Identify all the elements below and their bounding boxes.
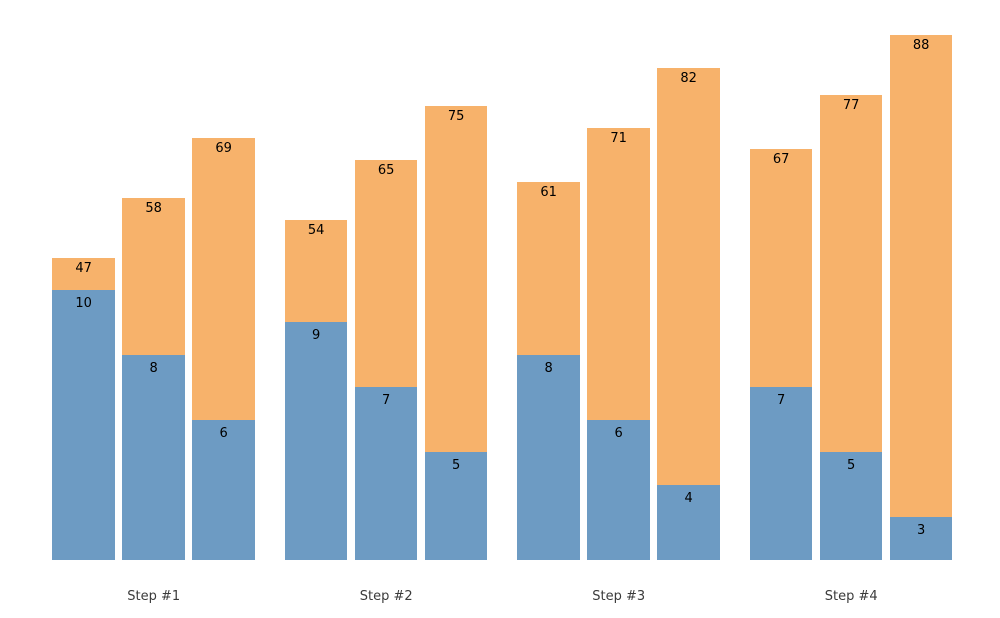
stacked-bar: 67 7	[749, 149, 813, 560]
bottom-segment: 7	[749, 387, 813, 560]
bottom-segment: 7	[354, 387, 418, 560]
stacked-bar: 71 6	[587, 127, 650, 560]
segment-value-label: 7	[777, 393, 786, 408]
bottom-segment: 6	[192, 419, 255, 560]
total-value-label: 69	[215, 141, 232, 157]
stacked-bar: 58 8	[122, 197, 185, 560]
stacked-bar: 47 10	[52, 257, 115, 560]
bottom-segment: 8	[517, 354, 580, 560]
segment-value-label: 3	[917, 523, 926, 538]
segment-value-label: 8	[149, 360, 158, 376]
total-value-label: 77	[842, 98, 860, 114]
category-label: Step #2	[359, 589, 413, 604]
stacked-bar: 82 4	[657, 67, 720, 560]
bottom-segment: 4	[657, 484, 720, 560]
total-value-label: 71	[610, 130, 627, 146]
segment-value-label: 10	[75, 295, 92, 311]
stacked-bar: 75 5	[424, 105, 488, 560]
bottom-segment: 5	[819, 452, 883, 560]
total-value-label: 67	[772, 152, 790, 168]
total-value-label: 75	[447, 108, 465, 124]
total-value-label: 58	[145, 200, 162, 216]
bottom-segment: 5	[424, 452, 488, 560]
total-value-label: 47	[75, 260, 92, 276]
category-label: Step #4	[824, 589, 878, 604]
stacked-bar: 54 9	[284, 219, 348, 560]
bottom-segment: 3	[889, 517, 953, 560]
stacked-bar: 65 7	[354, 160, 418, 560]
stacked-bar: 88 3	[889, 35, 953, 560]
segment-value-label: 9	[312, 328, 321, 343]
bottom-segment: 10	[52, 289, 115, 560]
category-label: Step #1	[127, 589, 181, 604]
total-value-label: 88	[912, 38, 930, 54]
stacked-bar: 77 5	[819, 95, 883, 560]
total-value-label: 61	[540, 184, 557, 200]
stacked-bar: 69 6	[192, 138, 255, 560]
segment-value-label: 4	[684, 490, 693, 506]
total-value-label: 54	[307, 222, 325, 238]
segment-value-label: 6	[219, 425, 228, 441]
total-value-label: 82	[680, 70, 697, 86]
total-value-label: 65	[377, 163, 395, 179]
segment-value-label: 7	[382, 393, 391, 408]
segment-value-label: 5	[452, 458, 461, 473]
bottom-segment: 9	[284, 322, 348, 560]
segment-value-label: 6	[614, 425, 623, 441]
bottom-segment: 6	[587, 419, 650, 560]
segment-value-label: 8	[544, 360, 553, 376]
stacked-bar: 61 8	[517, 181, 580, 560]
category-label: Step #3	[592, 589, 646, 604]
bottom-segment: 8	[122, 354, 185, 560]
segment-value-label: 5	[847, 458, 856, 473]
